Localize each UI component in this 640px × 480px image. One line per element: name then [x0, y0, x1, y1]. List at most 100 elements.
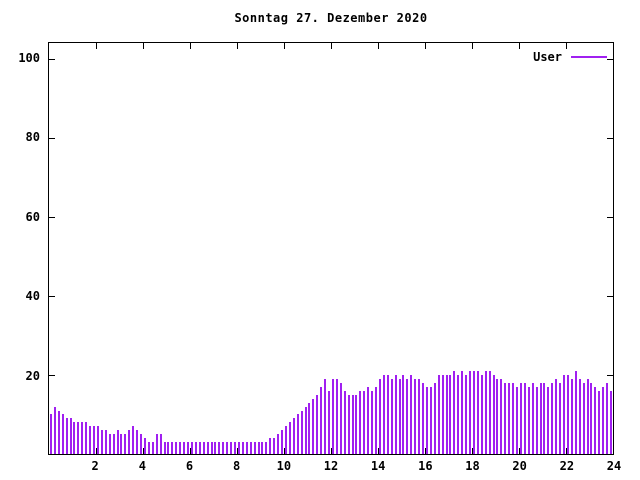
bar [367, 386, 370, 454]
bar [531, 382, 534, 454]
bar [516, 386, 519, 454]
bar [547, 386, 550, 454]
x-tick-label: 10 [276, 459, 292, 473]
x-tick-mark [190, 448, 191, 454]
y-tick-label: 20 [25, 368, 40, 383]
x-tick-label: 14 [370, 459, 386, 473]
chart-title: Sonntag 27. Dezember 2020 [234, 11, 428, 25]
bar [304, 406, 307, 454]
legend: User [533, 50, 607, 64]
bar [108, 434, 111, 454]
y-tick-mark [607, 216, 613, 218]
y-axis-labels: 20 40 60 80 100 [0, 42, 40, 455]
bar [253, 442, 256, 454]
bar [222, 442, 225, 454]
bar [527, 386, 530, 454]
bar [57, 410, 60, 454]
bar [512, 382, 515, 454]
bar [433, 382, 436, 454]
bar [77, 422, 80, 454]
bar [378, 378, 381, 454]
bar [143, 438, 146, 454]
bar [582, 382, 585, 454]
bar [269, 438, 272, 454]
x-tick-mark [613, 43, 614, 49]
bar [245, 442, 248, 454]
bar [257, 442, 260, 454]
bar [328, 390, 331, 454]
bar [488, 371, 491, 454]
x-tick-mark [566, 448, 567, 454]
bar [124, 434, 127, 454]
bar [472, 371, 475, 454]
x-tick-label: 24 [606, 459, 622, 473]
bar [116, 430, 119, 454]
bar [461, 371, 464, 454]
y-tick-mark [607, 58, 613, 60]
bar [551, 382, 554, 454]
bar [312, 398, 315, 454]
bars [49, 43, 613, 454]
bar [190, 442, 193, 454]
bar [394, 374, 397, 454]
bar [159, 434, 162, 454]
bar [594, 386, 597, 454]
bar [465, 374, 468, 454]
y-tick-label: 40 [25, 289, 40, 304]
bar [296, 414, 299, 454]
bar [566, 374, 569, 454]
bar [132, 426, 135, 454]
y-tick-mark [607, 137, 613, 139]
bar [194, 442, 197, 454]
bar [163, 442, 166, 454]
legend-label: User [533, 50, 562, 64]
bar [480, 374, 483, 454]
bar [363, 390, 366, 454]
x-tick-label: 22 [559, 459, 575, 473]
bar [218, 442, 221, 454]
bar [386, 374, 389, 454]
y-tick-label: 100 [18, 50, 40, 65]
x-tick-label: 2 [91, 459, 99, 473]
x-tick-mark [190, 43, 191, 49]
plot-area: User [48, 42, 614, 455]
bar [429, 386, 432, 454]
bar [602, 386, 605, 454]
x-tick-label: 4 [138, 459, 146, 473]
x-tick-mark [425, 43, 426, 49]
x-tick-label: 18 [465, 459, 480, 473]
bar [425, 386, 428, 454]
bar [578, 378, 581, 454]
x-tick-mark [519, 448, 520, 454]
bar [382, 374, 385, 454]
bar [496, 378, 499, 454]
bar [555, 378, 558, 454]
x-tick-mark [143, 43, 144, 49]
bar [606, 382, 609, 454]
x-tick-mark [519, 43, 520, 49]
bar [390, 378, 393, 454]
y-tick-mark [607, 374, 613, 376]
bar [500, 378, 503, 454]
bar [351, 394, 354, 454]
bar [343, 390, 346, 454]
x-tick-mark [566, 43, 567, 49]
bar [449, 374, 452, 454]
bar [179, 442, 182, 454]
bar [237, 442, 240, 454]
x-tick-label: 16 [418, 459, 433, 473]
x-tick-label: 6 [185, 459, 194, 473]
bar [226, 442, 229, 454]
bar [586, 378, 589, 454]
bar [96, 426, 99, 454]
x-axis-labels: 2 4 6 8 10 12 14 16 18 20 22 24 [48, 459, 622, 477]
x-tick-mark [472, 448, 473, 454]
bar [539, 382, 542, 454]
bar [167, 442, 170, 454]
bar [492, 374, 495, 454]
bar [445, 374, 448, 454]
x-tick-mark [425, 448, 426, 454]
bar [371, 390, 374, 454]
bar [171, 442, 174, 454]
